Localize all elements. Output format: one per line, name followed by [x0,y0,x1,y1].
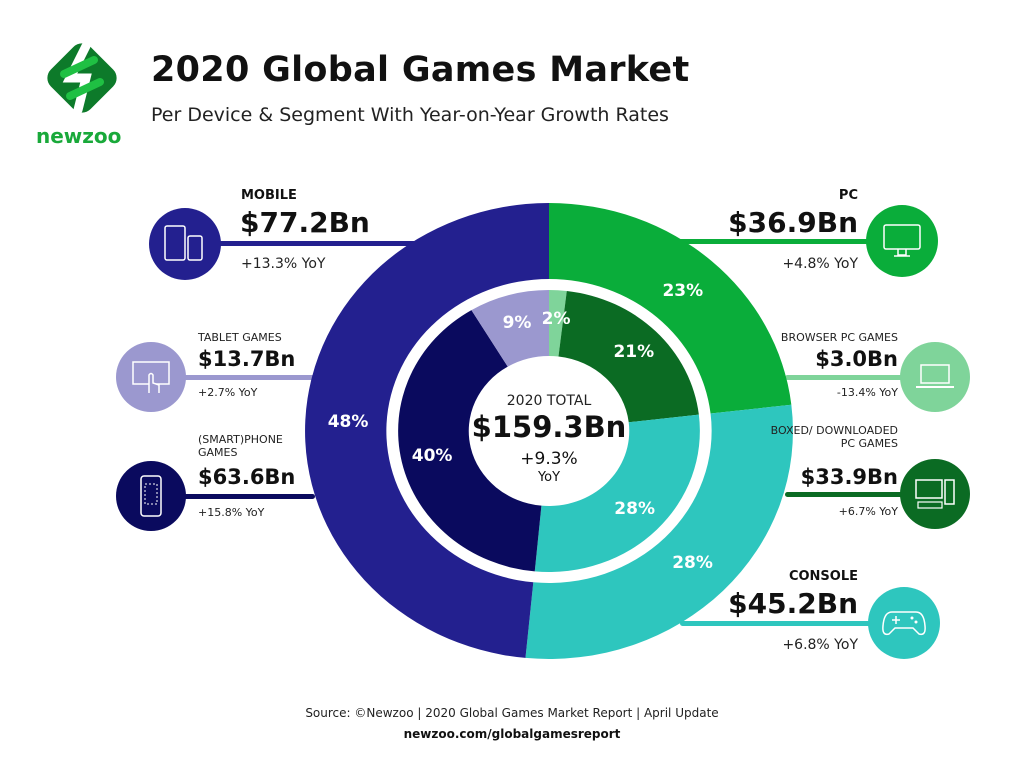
inner-slice-smart-phone-games [398,310,542,572]
browser-connector [785,375,910,380]
tablet-connector [180,375,315,380]
console-value: $45.2Bn [728,587,858,620]
mobile-label: MOBILE [241,188,297,203]
report-link[interactable]: newzoo.com/globalgamesreport [403,727,621,741]
center-label: 2020 TOTAL [506,393,592,409]
tablet-touch-icon [116,342,186,412]
inner-slice-tablet-games [471,290,549,367]
phone-yoy: +15.8% YoY [198,506,265,519]
center-yoy-unit: YoY [537,470,561,485]
percent-label: 23% [662,280,704,301]
center-yoy: +9.3% [520,449,578,469]
brand-name: newzoo [36,124,122,148]
pc-yoy: +4.8% YoY [782,256,858,272]
phone-label: (SMART)PHONE GAMES [198,433,283,459]
percent-label: 28% [672,552,713,573]
percent-label: 9% [502,313,532,334]
desktop-pc-icon [900,459,970,529]
percent-label: 28% [614,499,655,520]
mobile-connector [210,241,440,246]
percent-label: 40% [411,445,453,466]
mobile-devices-icon [149,208,221,280]
center-total-value: $159.3Bn [471,410,627,444]
gamepad-icon [868,587,940,659]
boxed-value: $33.9Bn [800,465,898,489]
browser-label: BROWSER PC GAMES [780,331,898,344]
console-connector [680,621,880,626]
phone-value: $63.6Bn [198,465,296,489]
inner-slice-browser-pc-games [549,290,567,357]
pc-connector [660,239,875,244]
pc-value: $36.9Bn [728,206,858,239]
console-yoy: +6.8% YoY [782,637,858,653]
mobile-yoy: +13.3% YoY [241,256,326,272]
inner-slice-boxed-downloaded-pc-games [558,290,699,423]
browser-value: $3.0Bn [815,347,898,371]
tablet-label: TABLET GAMES [198,331,282,344]
tablet-value: $13.7Bn [198,347,296,371]
pc-label: PC [838,188,858,203]
percent-label: 48% [327,411,369,432]
monitor-icon [866,205,938,277]
outer-slice-console [525,404,793,659]
percent-label: 2% [541,309,571,330]
console-label: CONSOLE [788,569,858,584]
page-title: 2020 Global Games Market [151,50,690,90]
page-subtitle: Per Device & Segment With Year-on-Year G… [151,104,669,126]
boxed-connector [785,492,910,497]
percent-label: 21% [613,341,655,362]
newzoo-logo-icon [47,41,117,115]
outer-slice-mobile [305,203,549,658]
source-note: Source: ©Newzoo | 2020 Global Games Mark… [305,706,719,720]
outer-slice-pc [549,203,792,414]
inner-slice-console [534,414,700,572]
boxed-label: BOXED/ DOWNLOADED PC GAMES [770,424,898,450]
laptop-icon [900,342,970,412]
boxed-yoy: +6.7% YoY [838,505,898,518]
smartphone-icon [116,461,186,531]
tablet-yoy: +2.7% YoY [198,386,258,399]
phone-connector [180,494,315,499]
mobile-value: $77.2Bn [240,206,370,239]
browser-yoy: -13.4% YoY [836,386,898,399]
